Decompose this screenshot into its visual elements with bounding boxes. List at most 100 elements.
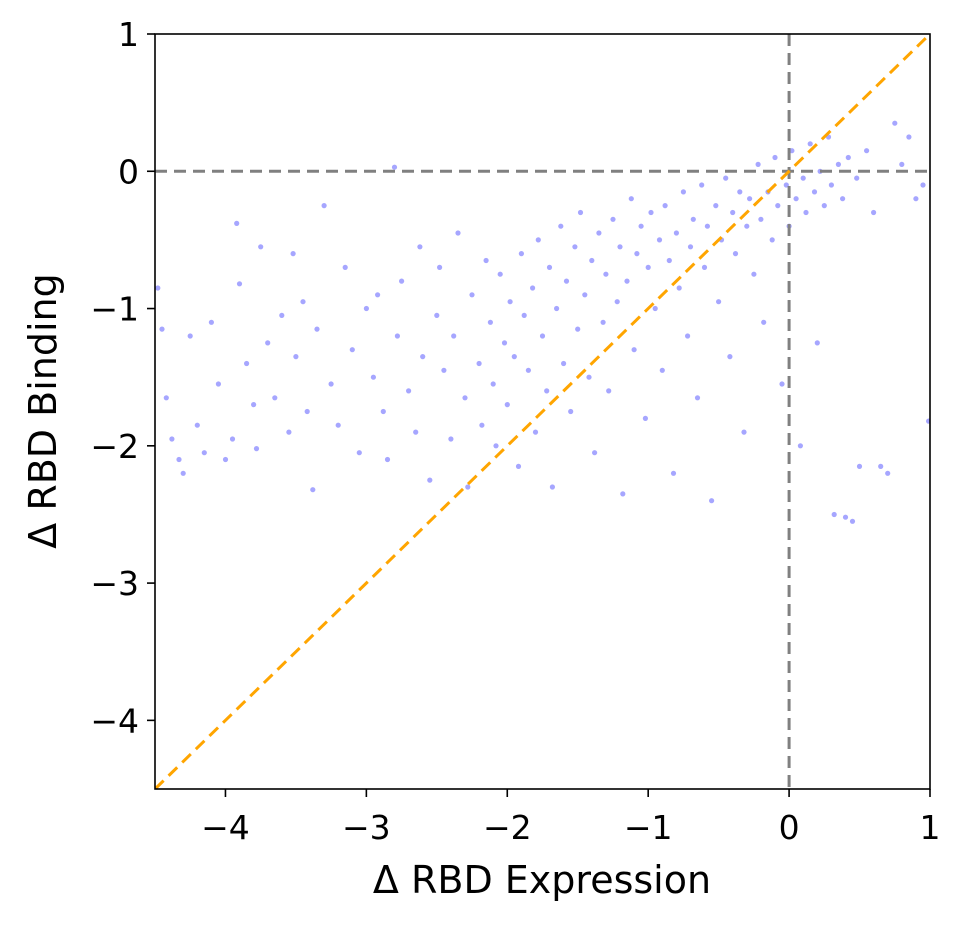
scatter-point [201,450,207,456]
scatter-point [546,264,553,270]
scatter-point [755,161,761,167]
plot-frame [154,33,931,790]
scatter-point [713,203,719,209]
scatter-point [265,340,271,346]
scatter-point [525,367,532,373]
y-tick-label: 0 [118,152,139,191]
scatter-point [797,443,804,449]
scatter-point [406,388,412,394]
scatter-point [479,422,485,428]
scatter-point [690,216,696,222]
scatter-point [515,463,522,469]
scatter-point [772,154,778,161]
scatter-point [286,429,292,435]
scatter-point [803,209,809,216]
scatter-point [363,305,369,312]
scatter-point [251,402,257,408]
scatter-point [727,354,733,360]
scatter-point [769,237,775,243]
scatter-point [628,196,634,202]
scatter-point [614,299,620,305]
scatter-point [617,244,623,250]
reference-lines [155,34,930,789]
scatter-point [391,164,398,170]
scatter-point [575,326,581,332]
scatter-point [476,360,482,367]
scatter-point [155,285,161,291]
scatter-point [483,257,489,264]
scatter-point [761,319,767,325]
scatter-point [835,161,842,167]
scatter-point [920,182,926,188]
y-tick-label: −2 [90,427,139,466]
scatter-point [716,299,722,305]
scatter-point [532,429,539,435]
x-axis-ticks: −4 −3 −2 −1 0 1 [201,789,941,847]
scatter-point [511,354,517,360]
scatter-point [558,223,564,229]
scatter-point [741,429,747,435]
scatter-point [437,264,443,270]
scatter-point [800,175,806,181]
scatter-point [187,333,193,339]
scatter-point [497,271,503,277]
scatter-point [878,463,884,469]
scatter-point [673,230,680,236]
scatter-point [586,374,592,380]
scatter-point [666,257,672,264]
scatter-point [758,216,764,222]
scatter-point [631,347,637,353]
scatter-point [864,148,870,154]
scatter-point [709,498,715,504]
scatter-point [751,271,757,277]
scatter-point [723,175,729,181]
scatter-point [687,244,694,250]
scatter-point [159,326,165,332]
scatter-point [493,443,499,449]
scatter-point [577,209,584,216]
scatter-point [290,251,296,257]
y-tick-label: −4 [90,701,139,740]
scatter-points [155,120,930,524]
x-tick-label: −4 [201,808,250,847]
scatter-point [638,223,644,229]
scatter-point [465,484,471,490]
scatter-point [828,182,835,188]
scatter-point [831,511,837,518]
scatter-point [662,203,668,209]
y-tick-label: −3 [90,564,139,603]
scatter-point [434,312,440,318]
scatter-point [670,470,677,476]
scatter-point [521,312,527,318]
scatter-point [811,189,818,195]
scatter-point [652,305,658,312]
scatter-point [462,395,468,401]
scatter-point [592,450,598,456]
scatter-point [732,251,739,257]
scatter-point [814,340,820,346]
scatter-point [487,319,493,325]
scatter-point [272,395,278,401]
scatter-point [807,141,813,147]
scatter-point [694,395,701,401]
scatter-point [648,209,654,216]
scatter-point [730,209,736,216]
scatter-point [328,381,334,387]
scatter-point [370,374,376,380]
scatter-point [561,360,567,367]
scatter-point [892,120,898,126]
scatter-point [420,354,426,360]
scatter-point [775,203,781,209]
scatter-point [539,333,546,339]
scatter-point [507,299,513,305]
scatter-point [849,518,856,524]
scatter-point [624,278,630,284]
scatter-point [620,491,626,497]
scatter-point [399,278,405,284]
scatter-point [413,429,419,435]
scatter-point [293,354,299,360]
scatter-point [656,237,663,243]
x-tick-label: 1 [920,808,941,847]
